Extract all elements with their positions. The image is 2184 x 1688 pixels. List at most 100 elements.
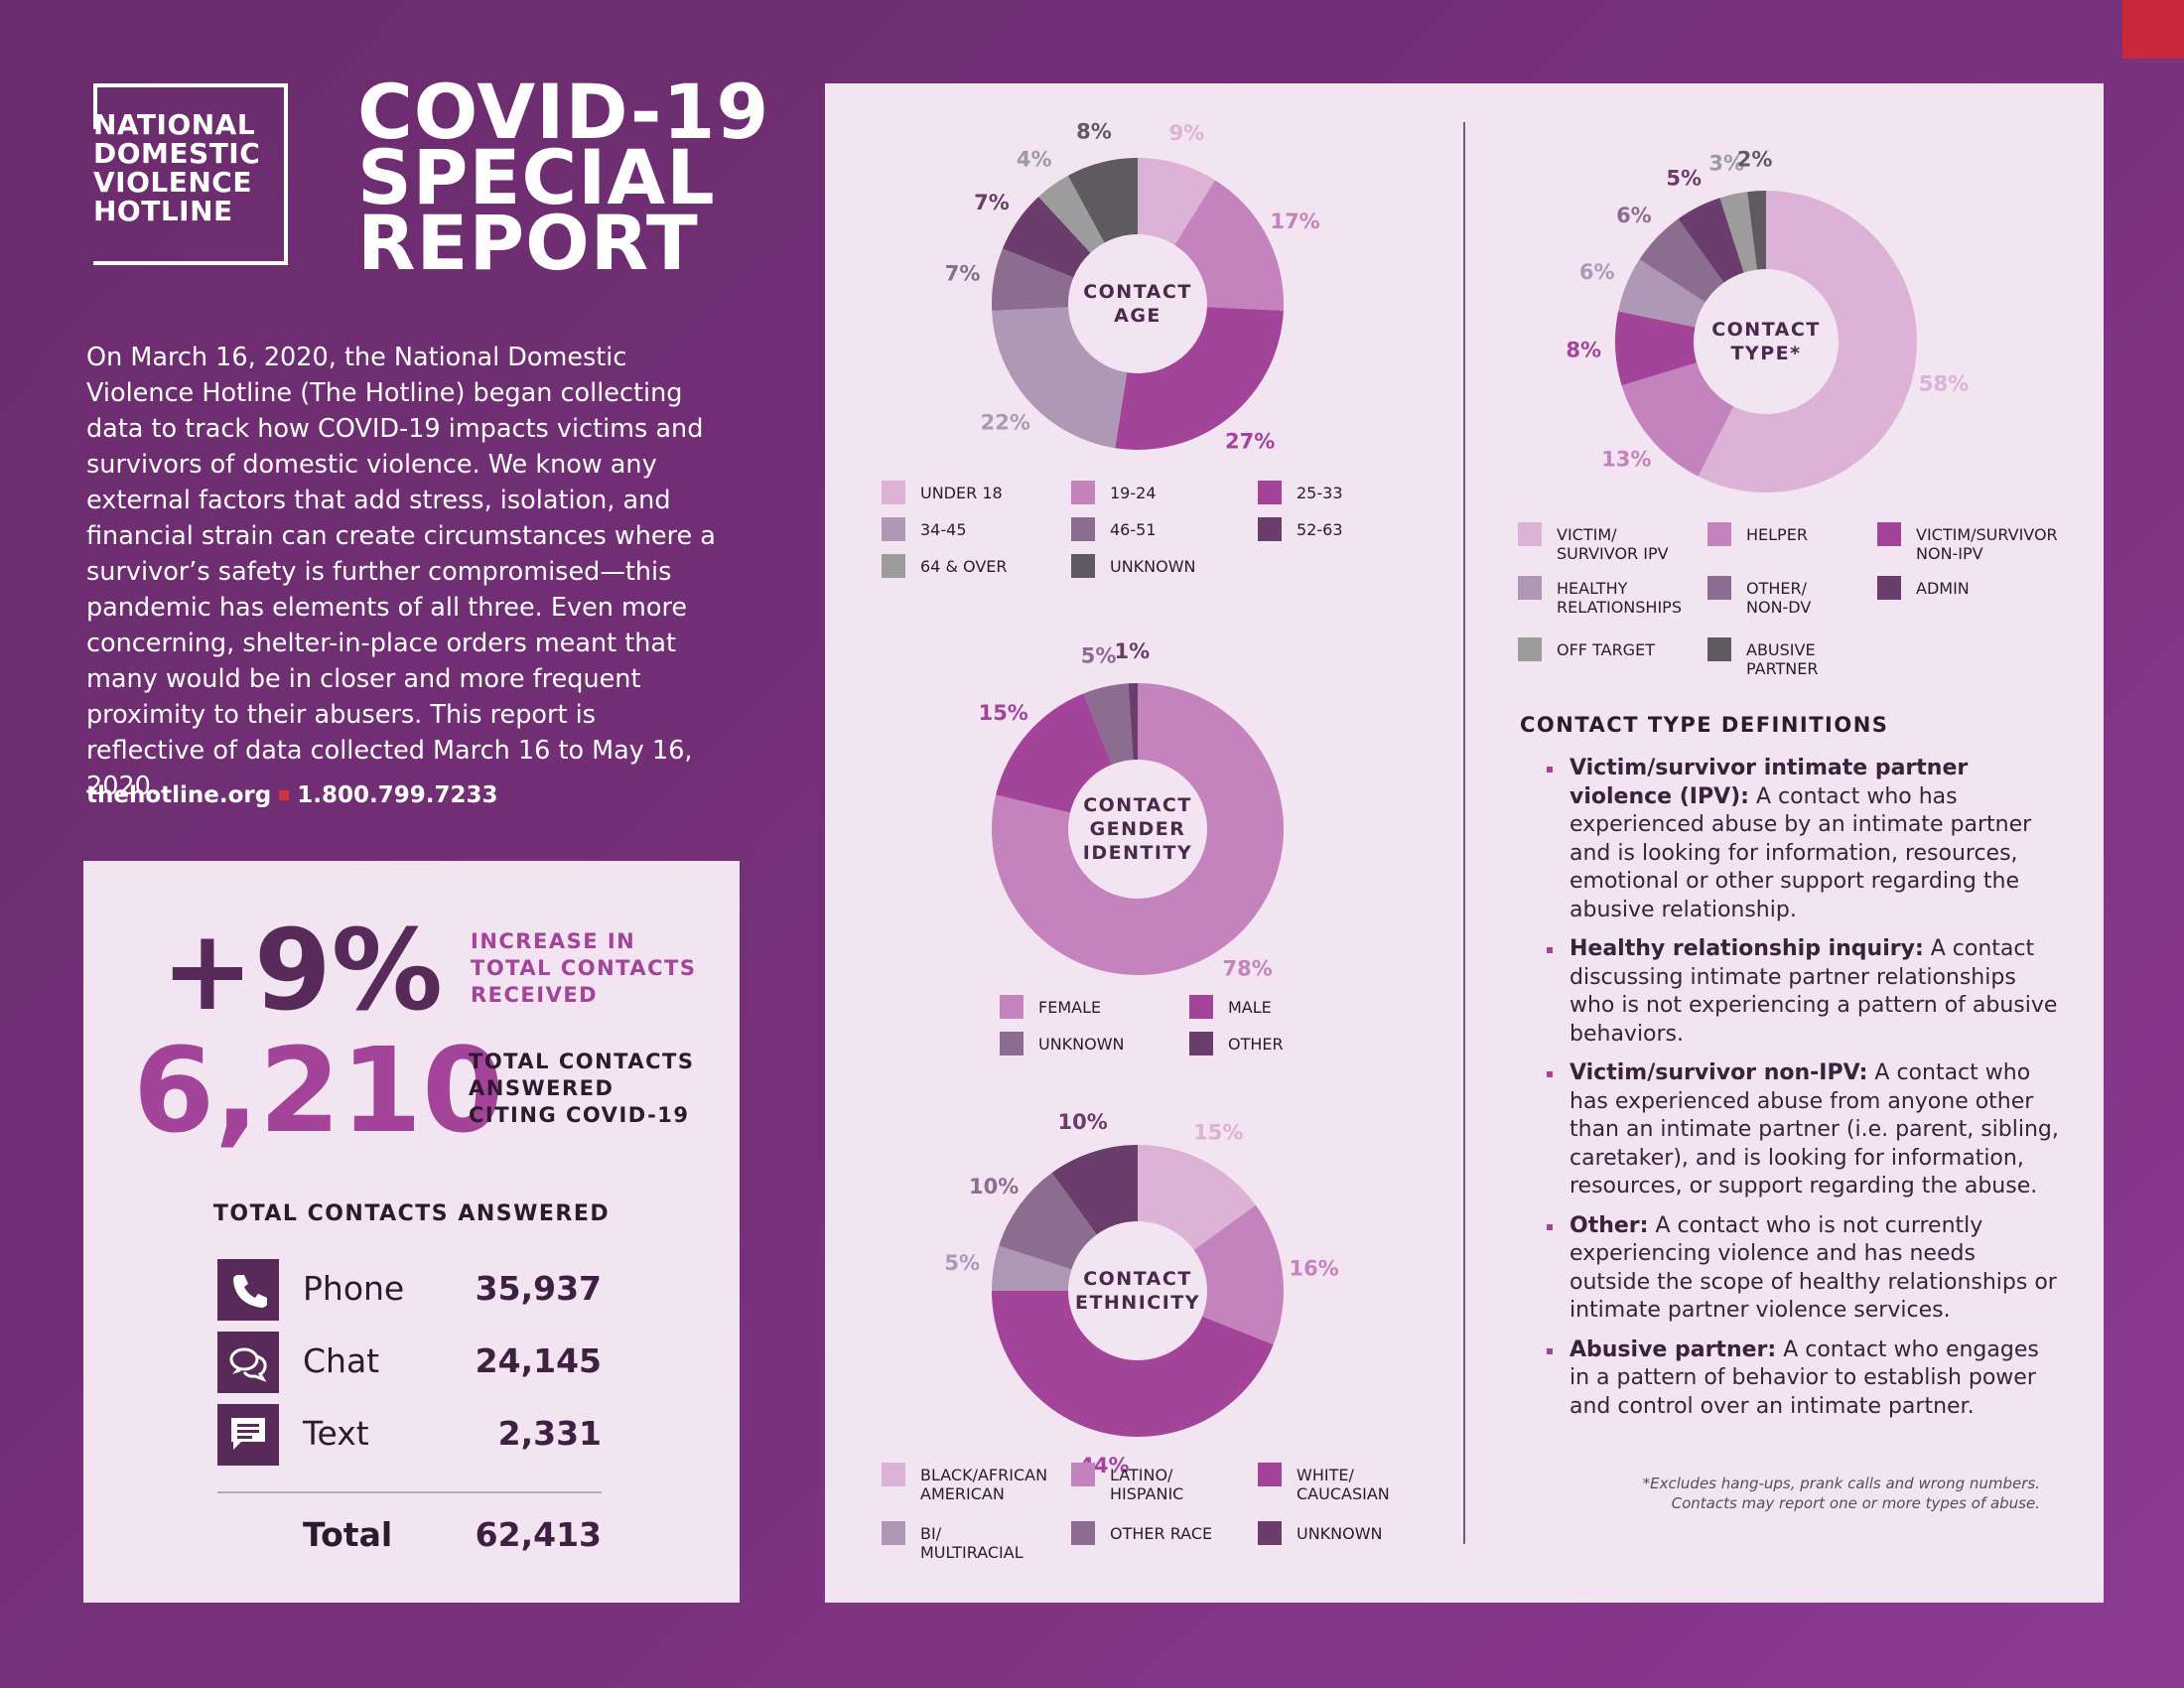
donut-segment bbox=[1698, 191, 1917, 492]
total-label: Total bbox=[303, 1515, 393, 1554]
value-label: 58% bbox=[1919, 372, 1969, 396]
row-label: Phone bbox=[303, 1269, 405, 1308]
legend-swatch bbox=[1258, 517, 1282, 541]
legend-label: LATINO/ HISPANIC bbox=[1110, 1466, 1184, 1503]
covid-total: 6,210 bbox=[133, 1022, 504, 1159]
legend-swatch bbox=[1518, 637, 1542, 661]
legend-label: WHITE/ CAUCASIAN bbox=[1297, 1466, 1390, 1503]
legend-label: 52-63 bbox=[1297, 520, 1343, 539]
legend-label: HEALTHY RELATIONSHIPS bbox=[1557, 579, 1682, 617]
row-value: 35,937 bbox=[475, 1269, 602, 1308]
icon-graphic bbox=[229, 1347, 267, 1382]
phone: 1.800.799.7233 bbox=[297, 782, 498, 808]
legend-label: 19-24 bbox=[1110, 484, 1157, 502]
definition-term: Victim/survivor non-IPV: bbox=[1570, 1060, 1868, 1085]
value-label: 1% bbox=[1114, 639, 1150, 663]
legend-label: VICTIM/ SURVIVOR IPV bbox=[1557, 525, 1669, 563]
donut-segment bbox=[1621, 362, 1734, 477]
definition-text: A contact who has experienced abuse from… bbox=[1570, 1060, 2059, 1198]
donut-segment bbox=[1719, 192, 1757, 273]
label-line: RECEIVED bbox=[471, 983, 599, 1007]
legend-label: ABUSIVE PARTNER bbox=[1746, 640, 1819, 678]
value-label: 3% bbox=[1708, 151, 1744, 175]
logo-line: HOTLINE bbox=[93, 195, 233, 227]
legend-label: OTHER bbox=[1228, 1035, 1284, 1054]
covid-label: TOTAL CONTACTS ANSWERED CITING COVID-19 bbox=[469, 1049, 694, 1129]
definition-term: Victim/survivor intimate partner violenc… bbox=[1570, 756, 1969, 809]
icon-graphic bbox=[233, 1275, 267, 1308]
phone-icon bbox=[217, 1259, 279, 1321]
legend-swatch bbox=[1000, 1032, 1024, 1055]
label-line: TOTAL CONTACTS bbox=[471, 956, 697, 980]
value-label: 9% bbox=[1169, 121, 1205, 145]
increase-label: INCREASE IN TOTAL CONTACTS RECEIVED bbox=[471, 928, 696, 1009]
definition: Victim/survivor intimate partner violenc… bbox=[1545, 755, 2061, 924]
legend-label: FEMALE bbox=[1038, 998, 1102, 1017]
value-label: 8% bbox=[1076, 120, 1112, 144]
legend-swatch bbox=[1707, 576, 1731, 600]
value-label: 4% bbox=[1017, 148, 1052, 172]
chart-title: CONTACT AGE bbox=[1083, 281, 1192, 327]
donut-segment bbox=[1128, 683, 1138, 761]
chart-title: CONTACT ETHNICITY bbox=[1074, 1268, 1201, 1314]
legend-swatch bbox=[1071, 554, 1095, 578]
value-label: 7% bbox=[945, 262, 981, 286]
definition-text: A contact who is not currently experienc… bbox=[1570, 1212, 2057, 1324]
value-label: 2% bbox=[1737, 147, 1773, 171]
intro: On March 16, 2020, the National Domestic… bbox=[86, 343, 716, 801]
legend-swatch bbox=[1707, 637, 1731, 661]
donut-segment bbox=[1138, 158, 1216, 245]
legend-swatch bbox=[1071, 1463, 1095, 1486]
definition-text: A contact who engages in a pattern of be… bbox=[1570, 1336, 2039, 1419]
legend-label: BI/ MULTIRACIAL bbox=[920, 1524, 1024, 1562]
value-label: 10% bbox=[1058, 1110, 1108, 1134]
legend-swatch bbox=[1877, 576, 1901, 600]
legend-swatch bbox=[1518, 576, 1542, 600]
donut-segment bbox=[992, 248, 1074, 311]
definition: Abusive partner: A contact who engages in… bbox=[1545, 1336, 2061, 1422]
legend-swatch bbox=[1258, 1463, 1282, 1486]
donut-segment bbox=[999, 1173, 1097, 1270]
logo-line: DOMESTIC bbox=[93, 137, 261, 170]
donut-segment bbox=[1138, 1145, 1256, 1250]
definition: Healthy relationship inquiry: A contact d… bbox=[1545, 935, 2061, 1049]
legend-label: VICTIM/SURVIVOR NON-IPV bbox=[1916, 525, 2058, 563]
legend-label: UNDER 18 bbox=[920, 484, 1003, 502]
value-label: 15% bbox=[1193, 1121, 1243, 1145]
legend-swatch bbox=[1071, 481, 1095, 504]
divider bbox=[1463, 122, 1465, 1544]
donut-segment bbox=[1115, 307, 1284, 450]
title-line: SPECIAL bbox=[357, 133, 716, 221]
separator bbox=[279, 789, 290, 800]
donut-segment bbox=[996, 693, 1112, 813]
legend-swatch bbox=[882, 554, 905, 578]
donut-segment bbox=[1747, 191, 1766, 270]
definitions-title: CONTACT TYPE DEFINITIONS bbox=[1520, 713, 1889, 737]
legend-label: OTHER/ NON-DV bbox=[1746, 579, 1812, 617]
value-label: 5% bbox=[1666, 167, 1702, 191]
legend-label: 64 & OVER bbox=[920, 557, 1008, 576]
footnote: *Excludes hang-ups, prank calls and wron… bbox=[1549, 1474, 2040, 1513]
icon-graphic bbox=[231, 1418, 265, 1450]
legend-label: MALE bbox=[1228, 998, 1272, 1017]
value-label: 22% bbox=[981, 410, 1030, 434]
legend-swatch bbox=[882, 481, 905, 504]
title-line: REPORT bbox=[357, 199, 699, 287]
legend-swatch bbox=[1000, 995, 1024, 1019]
legend-swatch bbox=[1518, 522, 1542, 546]
definition-text: A contact discussing intimate partner re… bbox=[1570, 936, 2058, 1047]
chat-icon bbox=[217, 1332, 279, 1393]
row-value: 24,145 bbox=[475, 1341, 602, 1380]
donut-segment bbox=[992, 1291, 1274, 1437]
donut-segment bbox=[1083, 683, 1134, 766]
legend-label: UNKNOWN bbox=[1038, 1035, 1125, 1054]
legend-swatch bbox=[1189, 995, 1213, 1019]
donut-segment bbox=[992, 307, 1128, 449]
title-line: COVID-19 bbox=[357, 68, 770, 156]
legend-swatch bbox=[1707, 522, 1731, 546]
value-label: 17% bbox=[1270, 210, 1319, 233]
legend-swatch bbox=[882, 517, 905, 541]
value-label: 27% bbox=[1225, 430, 1275, 454]
legend-label: 46-51 bbox=[1110, 520, 1157, 539]
